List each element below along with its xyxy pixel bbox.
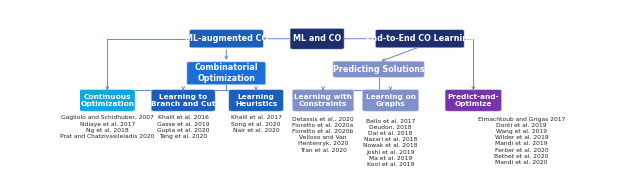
- Text: Predicting Solutions: Predicting Solutions: [333, 65, 424, 74]
- Text: Learning to
Branch and Cut: Learning to Branch and Cut: [151, 94, 215, 107]
- Text: ML and CO: ML and CO: [293, 34, 341, 43]
- FancyBboxPatch shape: [189, 30, 263, 48]
- Text: End-to-End CO Learning: End-to-End CO Learning: [366, 34, 474, 43]
- Text: Learning
Heuristics: Learning Heuristics: [235, 94, 277, 107]
- FancyBboxPatch shape: [333, 61, 424, 77]
- Text: ML-augmented CO: ML-augmented CO: [185, 34, 268, 43]
- FancyBboxPatch shape: [290, 28, 344, 49]
- Text: Learning with
Constraints: Learning with Constraints: [294, 94, 352, 107]
- FancyBboxPatch shape: [445, 90, 502, 111]
- Text: Bello et al. 2017
Deudon, 2018
Dai et al. 2018
Nazari et al. 2018
Nowak et al. 2: Bello et al. 2017 Deudon, 2018 Dai et al…: [364, 119, 418, 167]
- FancyBboxPatch shape: [79, 90, 135, 111]
- FancyBboxPatch shape: [362, 90, 419, 111]
- Text: Khalil et al. 2016
Gasse et al. 2019
Gupta et al. 2020
Tang et al. 2020: Khalil et al. 2016 Gasse et al. 2019 Gup…: [157, 115, 209, 139]
- FancyBboxPatch shape: [187, 62, 266, 85]
- FancyBboxPatch shape: [292, 90, 354, 111]
- Text: Learning on
Graphs: Learning on Graphs: [365, 94, 415, 107]
- FancyBboxPatch shape: [376, 30, 464, 48]
- Text: Detassis et al., 2020
Fioretto et al. 2020a
Fioretto et al. 2020b
Velloso and Va: Detassis et al., 2020 Fioretto et al. 20…: [292, 117, 354, 153]
- Text: Khalil et al. 2017
Song et al. 2020
Nair et al. 2020: Khalil et al. 2017 Song et al. 2020 Nair…: [230, 115, 282, 133]
- Text: Elmachtoub and Grigas 2017
Donti et al. 2019
Wang et al. 2019
Wilder et al. 2019: Elmachtoub and Grigas 2017 Donti et al. …: [477, 117, 565, 165]
- Text: Continuous
Optimization: Continuous Optimization: [80, 94, 134, 107]
- Text: Gagliolo and Schidhuber, 2007
Ndiaye et al. 2017
Ng et al. 2018
Prat and Chatziv: Gagliolo and Schidhuber, 2007 Ndiaye et …: [60, 115, 154, 139]
- Text: Combinatorial
Optimization: Combinatorial Optimization: [195, 63, 258, 83]
- Text: Predict-and-
Optimize: Predict-and- Optimize: [447, 94, 499, 107]
- FancyBboxPatch shape: [151, 90, 215, 111]
- FancyBboxPatch shape: [229, 90, 284, 111]
